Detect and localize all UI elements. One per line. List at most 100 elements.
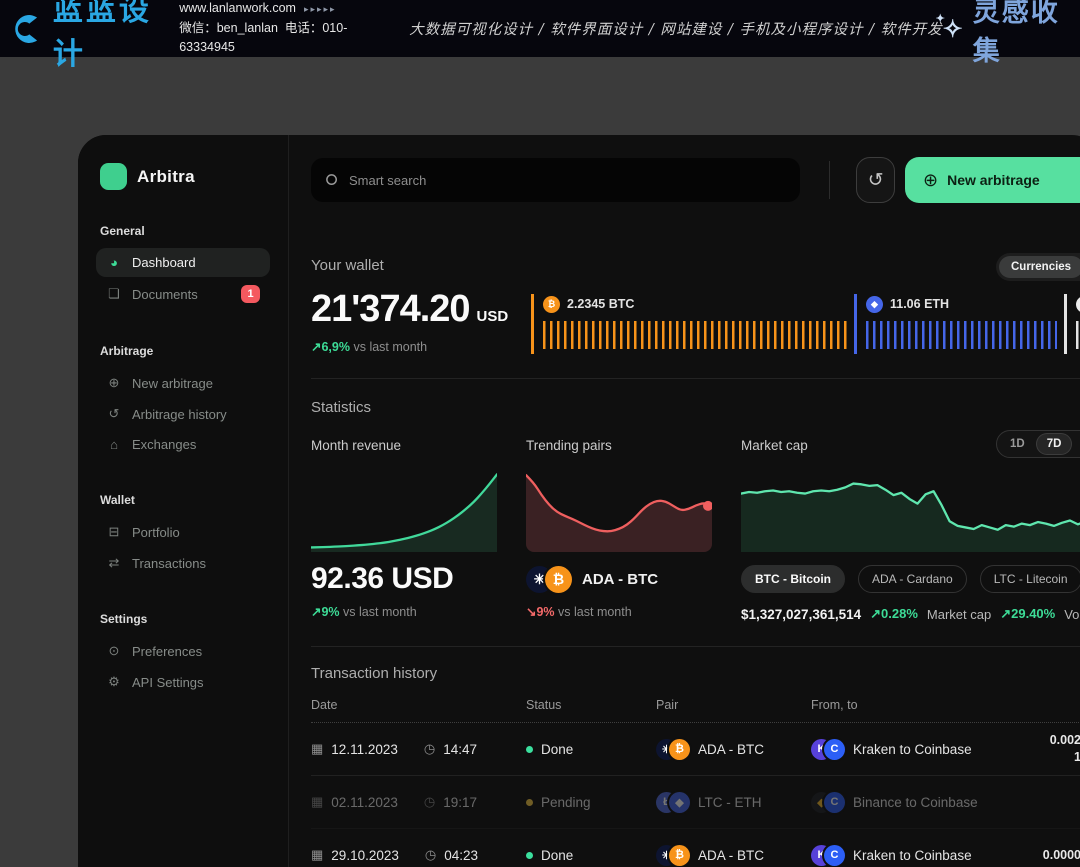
date-value: 02.11.2023 — [331, 795, 398, 810]
wallet-toggle-currencies[interactable]: Currencies — [999, 256, 1080, 278]
arrows-decoration: ▸▸▸▸▸ — [304, 4, 337, 14]
cell-date: ▦02.11.2023◷19:17 — [311, 794, 526, 810]
search-input[interactable] — [349, 173, 786, 188]
market-cap-chart — [741, 467, 1080, 552]
section-divider — [311, 378, 1080, 379]
sidebar-section-general: General — [100, 224, 266, 238]
sidebar-item-new-arbitrage[interactable]: ⊕New arbitrage — [96, 368, 270, 398]
arbitra-logo-icon — [100, 163, 127, 190]
sidebar-item-portfolio[interactable]: ⊟Portfolio — [96, 517, 270, 547]
wallet-allocation-bar: ₿2.2345 BTC◆11.06 ETH✳5732.61 ADA — [531, 294, 1080, 354]
collect-label: 灵感收集 — [973, 0, 1064, 68]
pair-value: ADA - BTC — [698, 742, 764, 757]
pair-value: ADA - BTC — [698, 848, 764, 863]
transaction-history-section: Transaction history Date Status Pair Fro… — [311, 665, 1080, 867]
sidebar-item-exchanges[interactable]: ⌂Exchanges — [96, 430, 270, 459]
cell-date: ▦29.10.2023◷04:23 — [311, 847, 526, 863]
month-revenue-delta: ↗9% vs last month — [311, 604, 526, 619]
wallet-segment-11-06-eth: ◆11.06 ETH — [854, 294, 1057, 354]
api-icon: ⚙ — [106, 674, 122, 690]
coinbase-coin-icon: C — [824, 845, 845, 866]
trending-pairs-title: Trending pairs — [526, 438, 741, 453]
sidebar-item-dashboard[interactable]: ◕Dashboard — [96, 248, 270, 277]
brand-contact: www.lanlanwork.com▸▸▸▸▸ 微信：ben_lanlan 电话… — [179, 0, 365, 58]
brand-wechat: 微信：ben_lanlan — [179, 21, 278, 35]
column-from-to: From, to — [811, 698, 1006, 712]
sidebar-item-transactions[interactable]: ⇄ Transactions — [96, 548, 270, 578]
cell-status: Pending — [526, 795, 656, 810]
brand-logo[interactable]: 蓝蓝设计 — [10, 0, 161, 73]
cell-status: Done — [526, 742, 656, 757]
wallet-section: Your wallet CurrenciesExchanges 21'374.2… — [311, 257, 1080, 354]
range-1m[interactable]: 1M — [1073, 434, 1080, 454]
wallet-segment-2-2345-btc: ₿2.2345 BTC — [531, 294, 847, 354]
table-row[interactable]: ▦02.11.2023◷19:17PendingŁ◆LTC - ETH◆CBin… — [311, 776, 1080, 829]
clock-icon: ◷ — [425, 847, 436, 863]
month-revenue-chart — [311, 467, 497, 552]
range-1d[interactable]: 1D — [1000, 434, 1035, 454]
range-7d[interactable]: 7D — [1037, 434, 1072, 454]
coin-chips: BTC - Bitcoin ADA - Cardano LTC - Litecoin… — [741, 562, 1080, 596]
new-arbitrage-button[interactable]: ⊕ New arbitrage — [905, 157, 1080, 203]
brand-header: 蓝蓝设计 www.lanlanwork.com▸▸▸▸▸ 微信：ben_lanl… — [0, 0, 1080, 57]
sidebar-item-label: Transactions — [132, 556, 206, 571]
plus-circle-icon: ⊕ — [923, 170, 938, 191]
month-revenue-value: 92.36 USD — [311, 562, 526, 596]
column-pair: Pair — [656, 698, 811, 712]
sidebar-item-label: Portfolio — [132, 525, 180, 540]
calendar-icon: ▦ — [311, 741, 323, 757]
search-bar[interactable] — [311, 158, 800, 202]
ada-coin-icon: ✳ — [1076, 296, 1080, 313]
sidebar-item-documents[interactable]: ❏Documents1 — [96, 278, 270, 310]
transactions-icon: ⇄ — [106, 555, 122, 571]
route-value: Kraken to Coinbase — [853, 742, 972, 757]
market-cap-card: Market cap 1D7D1M BTC - BitcoinADA - Car… — [741, 438, 1080, 622]
app-name: Arbitra — [137, 167, 195, 187]
route-value: Kraken to Coinbase — [853, 848, 972, 863]
chip-ltc-litecoin[interactable]: LTC - Litecoin — [980, 565, 1080, 593]
history-icon: ↺ — [106, 406, 122, 422]
app-logo[interactable]: Arbitra — [96, 163, 270, 190]
table-row[interactable]: ▦29.10.2023◷04:23Done✳₿ADA - BTCKCKraken… — [311, 829, 1080, 867]
history-icon: ↺ — [868, 169, 884, 192]
balance-block: 21'374.20 USD ↗6,9% vs last month — [311, 288, 531, 354]
column-date: Date — [311, 698, 526, 712]
cell-status: Done — [526, 848, 656, 863]
delta-down-arrow-icon: ↘ — [526, 605, 536, 619]
brand-website[interactable]: www.lanlanwork.com — [179, 1, 296, 15]
market-cap-title: Market cap — [741, 438, 808, 453]
column-status: Status — [526, 698, 656, 712]
brand-name: 蓝蓝设计 — [53, 0, 161, 73]
sidebar-item-preferences[interactable]: ⊙Preferences — [96, 636, 270, 666]
amount-value: 0.002 — [1006, 732, 1080, 749]
table-row[interactable]: ▦12.11.2023◷14:47Done✳₿ADA - BTCKCKraken… — [311, 723, 1080, 776]
eth-coin-icon: ◆ — [669, 792, 690, 813]
history-button[interactable]: ↺ — [856, 157, 895, 203]
clock-icon: ◷ — [424, 794, 435, 810]
main-content: ↺ ⊕ New arbitrage Your wallet Currencies… — [289, 135, 1080, 867]
toolbar-divider — [829, 161, 830, 199]
time-range-toggle: 1D7D1M — [996, 430, 1080, 458]
trending-pair-name: ADA - BTC — [582, 571, 658, 588]
chip-btc-bitcoin[interactable]: BTC - Bitcoin — [741, 565, 845, 593]
sidebar-section-settings: Settings — [100, 612, 266, 626]
sidebar-item-label: Arbitrage history — [132, 407, 227, 422]
date-value: 12.11.2023 — [331, 742, 398, 757]
plus-icon: ⊕ — [106, 375, 122, 391]
status-dot — [526, 852, 533, 859]
cell-amount: 0.0000 — [1006, 847, 1080, 864]
table-body: ▦12.11.2023◷14:47Done✳₿ADA - BTCKCKraken… — [311, 723, 1080, 867]
statistics-section: Statistics Month revenue 92.36 USD ↗9% v… — [311, 399, 1080, 622]
trending-pairs-delta: ↘9% vs last month — [526, 604, 741, 619]
inspiration-collect-link[interactable]: ✧✦ 灵感收集 — [943, 0, 1064, 68]
toolbar: ↺ ⊕ New arbitrage — [311, 157, 1080, 203]
cell-pair: Ł◆LTC - ETH — [656, 792, 811, 813]
cell-date: ▦12.11.2023◷14:47 — [311, 741, 526, 757]
wallet-segment-label: 2.2345 BTC — [567, 297, 634, 311]
brand-services: 大数据可视化设计 / 软件界面设计 / 网站建设 / 手机及小程序设计 / 软件… — [409, 18, 942, 39]
sidebar-section-arbitrage: Arbitrage — [100, 344, 266, 358]
chip-ada-cardano[interactable]: ADA - Cardano — [858, 565, 967, 593]
market-cap-stats: $1,327,027,361,514 ↗0.28% Market cap ↗29… — [741, 606, 1080, 622]
sidebar-item-api-settings[interactable]: ⚙API Settings — [96, 667, 270, 697]
sidebar-item-arbitrage-history[interactable]: ↺ Arbitrage history — [96, 399, 270, 429]
